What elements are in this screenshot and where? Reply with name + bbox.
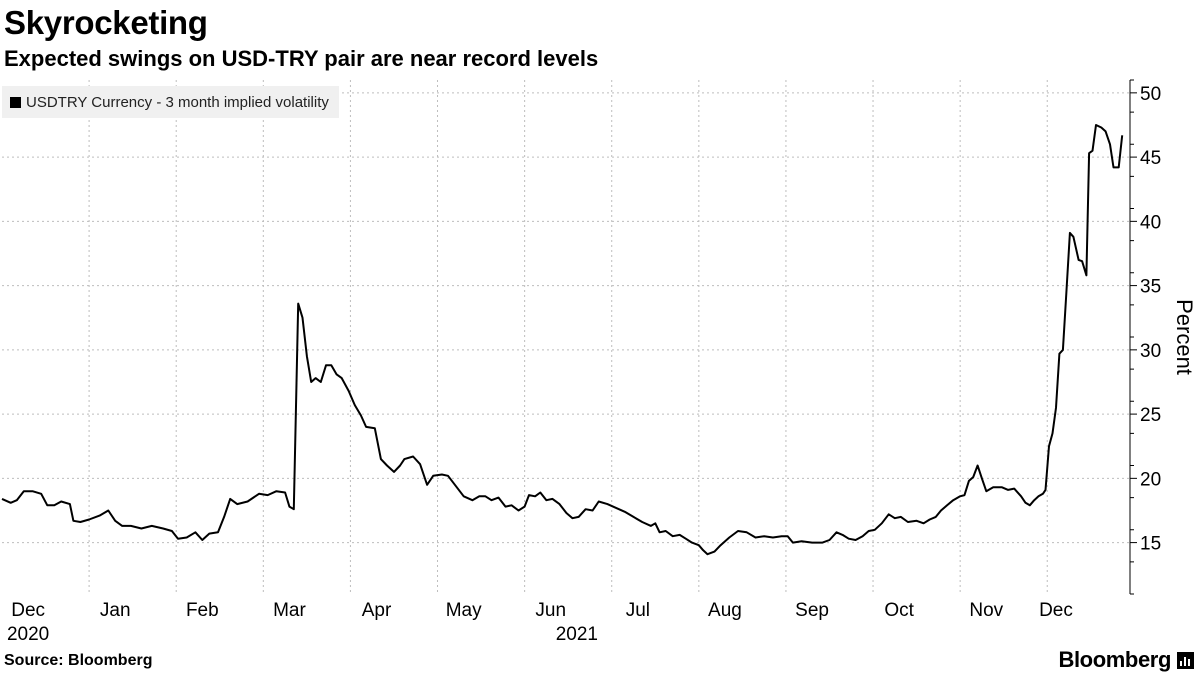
y-tick-label: 15 <box>1140 534 1161 555</box>
x-tick-label: Mar <box>273 600 306 621</box>
brand-logo: Bloomberg <box>1058 647 1194 673</box>
x-tick-label: May <box>446 600 482 621</box>
y-tick-label: 35 <box>1140 277 1161 298</box>
x-year-label: 2021 <box>556 624 598 645</box>
legend: USDTRY Currency - 3 month implied volati… <box>2 86 339 118</box>
x-tick-label: Apr <box>362 600 392 621</box>
legend-label: USDTRY Currency - 3 month implied volati… <box>26 93 329 111</box>
chart-title: Skyrocketing <box>4 4 208 41</box>
y-tick-label: 40 <box>1140 212 1161 233</box>
x-tick-label: Dec <box>1039 600 1073 621</box>
x-tick-label: Dec <box>11 600 45 621</box>
series-layer <box>1 124 1124 556</box>
x-tick-label: Feb <box>186 600 219 621</box>
series-line-0 <box>1 124 1124 556</box>
y-tick-label: 50 <box>1140 84 1161 105</box>
x-tick-label: Aug <box>708 600 742 621</box>
tick-labels: 15 20 25 30 35 40 45 50 Dec Jan Feb Mar Apr May Jun Jul… <box>7 84 1197 645</box>
x-tick-label: Sep <box>795 600 829 621</box>
x-tick-label: Jun <box>535 600 566 621</box>
chart-subtitle: Expected swings on USD-TRY pair are near… <box>4 46 599 71</box>
x-tick-label: Jul <box>626 600 650 621</box>
x-tick-label: Nov <box>969 600 1003 621</box>
y-axis-title: Percent <box>1172 299 1197 375</box>
x-year-label: 2020 <box>7 624 49 645</box>
y-tick-label: 20 <box>1140 469 1161 490</box>
y-tick-label: 25 <box>1140 405 1161 426</box>
x-tick-label: Jan <box>100 600 131 621</box>
legend-swatch <box>10 96 21 108</box>
axes <box>1129 79 1137 595</box>
bloomberg-terminal-icon <box>1177 651 1194 669</box>
y-tick-label: 30 <box>1140 341 1161 362</box>
brand-name: Bloomberg <box>1058 647 1171 672</box>
x-tick-label: Oct <box>884 600 914 621</box>
source-note: Source: Bloomberg <box>4 652 153 669</box>
gridlines <box>2 80 1130 594</box>
y-tick-label: 45 <box>1140 148 1161 169</box>
